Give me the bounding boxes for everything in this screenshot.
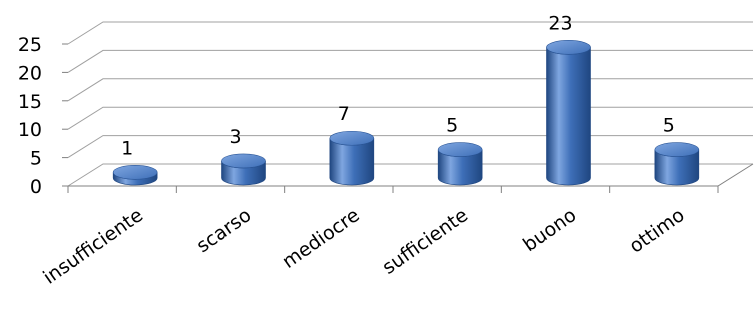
y-tick-label: 10 [18,119,42,141]
bar-top [221,153,266,169]
bar [329,130,375,186]
x-axis-floor [68,163,754,187]
category-label: ottimo [625,204,688,258]
category-label: scarso [193,204,256,257]
gridline [67,106,753,130]
gridline [67,78,753,102]
bar-top [112,165,158,180]
y-tick-label: 25 [18,34,42,56]
category-label: mediocre [278,204,363,273]
y-tick-label: 0 [30,176,42,198]
bar [437,142,483,186]
category-label: sufficiente [378,204,472,279]
category-label: insufficiente [39,204,147,289]
bar-top [329,130,375,146]
bar [221,153,266,186]
gridline [67,49,753,73]
axis-layer [62,43,754,193]
bar-top [654,142,700,157]
bars-layer [112,40,700,186]
data-label: 1 [121,137,133,159]
data-label: 5 [663,115,675,137]
bar-body [546,47,591,186]
data-label: 5 [446,115,458,137]
gridline [67,163,753,187]
category-label: buono [519,204,580,256]
data-label: 7 [338,103,350,125]
bar-top [546,40,591,55]
y-tick-label: 15 [18,91,42,113]
y-tick-label: 20 [18,62,42,84]
bar [654,142,700,186]
gridline [67,135,753,159]
data-label: 3 [229,126,241,148]
data-label: 23 [548,12,572,34]
y-tick-label: 5 [30,148,42,170]
bar-top [437,142,483,157]
gridline [67,21,753,45]
bar [112,165,158,186]
bar [546,40,591,186]
grid-layer [67,21,753,187]
